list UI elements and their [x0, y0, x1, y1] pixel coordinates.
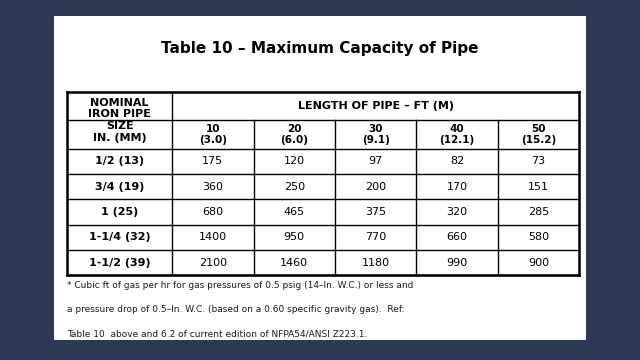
Text: 770: 770 — [365, 233, 387, 242]
Text: 465: 465 — [284, 207, 305, 217]
Text: 175: 175 — [202, 156, 223, 166]
Text: 10
(3.0): 10 (3.0) — [199, 124, 227, 145]
Text: 30
(9.1): 30 (9.1) — [362, 124, 390, 145]
Text: LENGTH OF PIPE – FT (M): LENGTH OF PIPE – FT (M) — [298, 101, 454, 111]
Text: NOMINAL
IRON PIPE
SIZE
IN. (MM): NOMINAL IRON PIPE SIZE IN. (MM) — [88, 98, 151, 143]
Text: 97: 97 — [369, 156, 383, 166]
Text: 73: 73 — [531, 156, 545, 166]
Text: 1400: 1400 — [199, 233, 227, 242]
Text: 1180: 1180 — [362, 258, 390, 268]
Text: 375: 375 — [365, 207, 387, 217]
Text: Pg. 36: Pg. 36 — [534, 323, 576, 336]
Text: * Cubic ft of gas per hr for gas pressures of 0.5 psig (14–In. W.C.) or less and: * Cubic ft of gas per hr for gas pressur… — [67, 281, 413, 290]
Text: 1 (25): 1 (25) — [101, 207, 138, 217]
Text: 250: 250 — [284, 182, 305, 192]
Text: 360: 360 — [202, 182, 223, 192]
Text: 200: 200 — [365, 182, 387, 192]
Text: 82: 82 — [450, 156, 464, 166]
Text: 50
(15.2): 50 (15.2) — [521, 124, 556, 145]
Text: 170: 170 — [447, 182, 468, 192]
Text: 20
(6.0): 20 (6.0) — [280, 124, 308, 145]
Text: 320: 320 — [447, 207, 468, 217]
Text: 40
(12.1): 40 (12.1) — [440, 124, 475, 145]
Text: 950: 950 — [284, 233, 305, 242]
Text: 285: 285 — [528, 207, 549, 217]
Text: 990: 990 — [447, 258, 468, 268]
Text: 1-1/2 (39): 1-1/2 (39) — [89, 258, 150, 268]
Text: 660: 660 — [447, 233, 468, 242]
Text: 680: 680 — [202, 207, 223, 217]
Text: 120: 120 — [284, 156, 305, 166]
Text: 900: 900 — [528, 258, 549, 268]
Text: a pressure drop of 0.5–In. W.C. (based on a 0.60 specific gravity gas).  Ref:: a pressure drop of 0.5–In. W.C. (based o… — [67, 305, 405, 314]
Text: 2100: 2100 — [199, 258, 227, 268]
Text: 580: 580 — [528, 233, 549, 242]
Text: 3/4 (19): 3/4 (19) — [95, 182, 145, 192]
Text: 1/2 (13): 1/2 (13) — [95, 156, 144, 166]
Text: Table 10  above and 6.2 of current edition of NFPA54/ANSI Z223.1.: Table 10 above and 6.2 of current editio… — [67, 330, 367, 339]
Text: 1-1/4 (32): 1-1/4 (32) — [89, 233, 150, 242]
Text: Table 10 – Maximum Capacity of Pipe: Table 10 – Maximum Capacity of Pipe — [161, 41, 479, 56]
Text: 151: 151 — [528, 182, 549, 192]
Text: 1460: 1460 — [280, 258, 308, 268]
